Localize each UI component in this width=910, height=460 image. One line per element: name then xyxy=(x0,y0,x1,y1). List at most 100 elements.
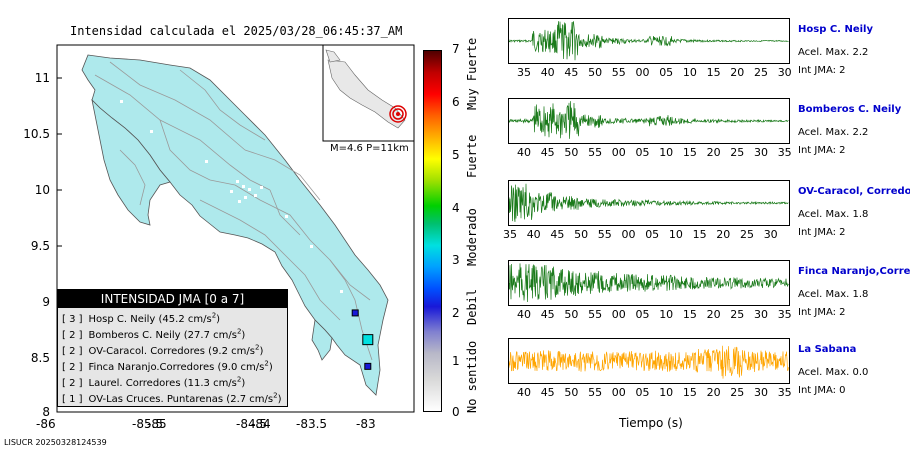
time-tick: 40 xyxy=(517,386,531,399)
station-marker xyxy=(364,362,372,370)
station-intensity: Int JMA: 2 xyxy=(798,307,846,318)
time-tick: 10 xyxy=(659,386,674,399)
inset-map xyxy=(322,44,415,142)
x-tick: -86 xyxy=(36,417,56,431)
time-tick: 50 xyxy=(564,308,579,321)
waveform-trace xyxy=(509,345,789,379)
intensity-colorbar xyxy=(423,50,442,412)
footer-id: LISUCR 20250328124539 xyxy=(4,438,107,447)
legend-unit-exponent: 2 xyxy=(211,311,217,320)
legend-level: [ 2 ] xyxy=(62,330,83,341)
station-marker xyxy=(351,309,359,317)
seismic-signal xyxy=(509,345,789,379)
station-name[interactable]: Hosp C. Neily xyxy=(798,24,873,35)
time-tick: 45 xyxy=(540,146,555,159)
time-tick: 50 xyxy=(564,386,579,399)
time-tick: 25 xyxy=(730,386,745,399)
osa-peninsula xyxy=(311,319,333,361)
time-tick: 30 xyxy=(763,228,778,241)
time-tick: 15 xyxy=(706,66,721,79)
epicenter-marker xyxy=(389,105,407,123)
station-name[interactable]: La Sabana xyxy=(798,344,857,355)
station-name[interactable]: OV-Caracol, Corredores xyxy=(798,186,910,197)
time-tick: 30 xyxy=(754,308,768,321)
station-markers xyxy=(351,309,374,370)
legend-row: [ 1 ] OV-Las Cruces. Puntarenas (2.7 cm/s… xyxy=(58,392,287,408)
time-tick: 20 xyxy=(716,228,731,241)
inset-caption: M=4.6 P=11km xyxy=(330,143,409,154)
seismic-signal xyxy=(509,263,789,303)
legend-level: [ 1 ] xyxy=(62,394,83,405)
seismic-signal xyxy=(509,183,789,222)
station-name[interactable]: Finca Naranjo,Corredores xyxy=(798,266,910,277)
time-tick: 40 xyxy=(526,228,541,241)
legend-station-text: Laurel. Corredores (11.3 cm/s xyxy=(88,378,237,389)
time-tick: 50 xyxy=(564,146,579,159)
time-tick: 25 xyxy=(730,146,745,159)
colorbar-number: 6 xyxy=(452,95,460,109)
time-tick: 00 xyxy=(611,386,626,399)
station-accel: Acel. Max. 0.0 xyxy=(798,367,869,378)
legend-rows: [ 3 ] Hosp C. Neily (45.2 cm/s2)[ 2 ] Bomb… xyxy=(58,308,287,408)
time-tick: 35 xyxy=(777,386,792,399)
y-tick: 10 xyxy=(35,183,50,197)
colorbar-number: 5 xyxy=(452,148,460,162)
legend-station-text: Finca Naranjo.Corredores (9.0 cm/s xyxy=(88,362,265,373)
time-tick: 45 xyxy=(540,386,555,399)
time-tick: 40 xyxy=(517,146,531,159)
station-name[interactable]: Bomberos C. Neily xyxy=(798,104,902,115)
legend-level: [ 3 ] xyxy=(62,314,83,325)
time-tick: 55 xyxy=(588,146,603,159)
legend-unit-exponent: 2 xyxy=(254,343,260,352)
station-intensity: Int JMA: 2 xyxy=(798,227,846,238)
time-tick: 45 xyxy=(564,66,579,79)
time-tick: 10 xyxy=(668,228,683,241)
colorbar-number: 7 xyxy=(452,42,460,56)
waveform-plot xyxy=(508,180,790,226)
legend-close-paren: ) xyxy=(268,362,273,373)
station-accel: Acel. Max. 1.8 xyxy=(798,209,869,220)
x-tick: -83 xyxy=(356,417,376,431)
y-tick: 10.5 xyxy=(23,127,50,141)
time-tick: 10 xyxy=(659,146,674,159)
intensity-legend: INTENSIDAD JMA [0 a 7] [ 3 ] Hosp C. Neil… xyxy=(57,289,288,407)
legend-station-text: Bomberos C. Neily (27.7 cm/s xyxy=(88,330,237,341)
time-tick: 45 xyxy=(540,308,555,321)
nicoya-peninsula xyxy=(91,98,171,226)
epicenter-dot xyxy=(396,112,400,116)
x-tick: -85 xyxy=(147,417,167,431)
waveform-plot xyxy=(508,98,790,144)
legend-unit-exponent: 2 xyxy=(273,391,278,400)
y-tick: 9.5 xyxy=(31,239,50,253)
time-tick: 35 xyxy=(777,308,792,321)
waveform-plot xyxy=(508,18,790,64)
legend-level: [ 2 ] xyxy=(62,362,83,373)
colorbar-number: 3 xyxy=(452,253,460,267)
x-tick: -84 xyxy=(251,417,271,431)
station-intensity: Int JMA: 2 xyxy=(798,65,846,76)
time-tick: 55 xyxy=(611,66,626,79)
seismic-signal xyxy=(509,101,789,139)
y-tick: 9 xyxy=(42,295,50,309)
time-tick: 15 xyxy=(682,146,697,159)
legend-station-text: OV-Las Cruces. Puntarenas (2.7 cm/s xyxy=(88,394,274,405)
legend-row: [ 2 ] OV-Caracol. Corredores (9.2 cm/s2) xyxy=(58,344,287,360)
colorbar-number: 1 xyxy=(452,354,460,368)
epicenter-ring xyxy=(392,108,404,120)
city-markers xyxy=(120,100,343,293)
time-tick: 25 xyxy=(740,228,754,241)
time-tick: 40 xyxy=(540,66,555,79)
legend-level: [ 2 ] xyxy=(62,346,83,357)
y-tick: 8.5 xyxy=(31,351,50,365)
time-tick: 15 xyxy=(682,308,697,321)
x-tick: -84.5 xyxy=(236,417,267,431)
time-tick: 55 xyxy=(588,386,603,399)
colorbar-label: No sentido xyxy=(465,340,479,413)
waveform-trace xyxy=(509,101,789,139)
time-tick: 20 xyxy=(706,386,721,399)
time-tick: 35 xyxy=(517,66,531,79)
time-tick: 30 xyxy=(777,66,792,79)
waveform-plot xyxy=(508,338,790,384)
legend-station-text: Hosp C. Neily (45.2 cm/s xyxy=(88,314,212,325)
time-tick: 20 xyxy=(730,66,745,79)
